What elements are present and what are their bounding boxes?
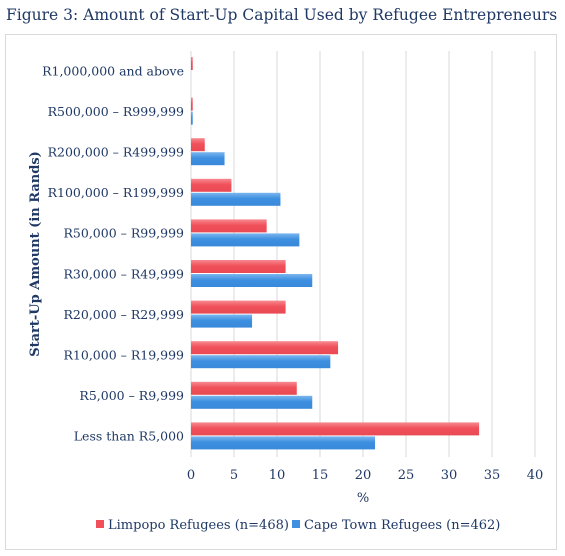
x-axis-title: % bbox=[357, 491, 369, 506]
legend: Limpopo Refugees (n=468) Cape Town Refuge… bbox=[96, 518, 500, 533]
category-label: R5,000 – R9,999 bbox=[79, 388, 184, 403]
bar-cape-town bbox=[191, 111, 193, 125]
x-tick-label: 35 bbox=[484, 468, 501, 483]
legend-swatch-limpopo bbox=[96, 520, 104, 528]
bar-cape-town bbox=[191, 233, 300, 247]
bar-cape-town bbox=[191, 314, 253, 328]
chart-area: R1,000,000 and above R500,000 – R999,999 R… bbox=[5, 34, 557, 550]
category-label: R10,000 – R19,999 bbox=[64, 348, 185, 363]
bar-cape-town bbox=[191, 152, 225, 166]
bar-limpopo bbox=[191, 260, 286, 273]
bar-chart: R1,000,000 and above R500,000 – R999,999 R… bbox=[28, 51, 543, 533]
category-label: Less than R5,000 bbox=[74, 429, 184, 444]
bar-cape-town bbox=[191, 355, 331, 369]
category-labels: R1,000,000 and above R500,000 – R999,999 R… bbox=[42, 63, 184, 443]
bars bbox=[191, 57, 480, 450]
bar-cape-town bbox=[191, 436, 376, 450]
x-tick-label: 15 bbox=[312, 468, 329, 483]
category-label: R200,000 – R499,999 bbox=[48, 145, 184, 160]
figure-title: Figure 3: Amount of Start-Up Capital Use… bbox=[6, 6, 558, 24]
bar-limpopo bbox=[191, 97, 193, 111]
y-axis-title: Start-Up Amount (in Rands) bbox=[28, 151, 43, 357]
legend-label-limpopo: Limpopo Refugees (n=468) bbox=[108, 518, 289, 533]
bar-limpopo bbox=[191, 57, 193, 70]
x-tick-label: 30 bbox=[441, 468, 458, 483]
x-tick-label: 25 bbox=[398, 468, 415, 483]
gridlines bbox=[190, 51, 536, 457]
bar-limpopo bbox=[191, 381, 297, 395]
category-label: R30,000 – R49,999 bbox=[64, 266, 185, 281]
category-label: R50,000 – R99,999 bbox=[64, 226, 185, 241]
category-label: R100,000 – R199,999 bbox=[48, 185, 184, 200]
bar-limpopo bbox=[191, 300, 286, 314]
bar-limpopo bbox=[191, 138, 205, 152]
x-tick-label: 0 bbox=[187, 468, 195, 483]
category-label: R1,000,000 and above bbox=[42, 63, 184, 78]
category-label: R20,000 – R29,999 bbox=[64, 307, 185, 322]
category-label: R500,000 – R999,999 bbox=[48, 104, 184, 119]
x-tick-label: 40 bbox=[527, 468, 544, 483]
bar-limpopo bbox=[191, 219, 267, 233]
legend-label-cape-town: Cape Town Refugees (n=462) bbox=[304, 518, 500, 533]
bar-limpopo bbox=[191, 422, 480, 436]
legend-swatch-cape-town bbox=[292, 520, 300, 528]
x-tick-label: 10 bbox=[269, 468, 286, 483]
bar-limpopo bbox=[191, 178, 232, 192]
x-tick-label: 20 bbox=[355, 468, 372, 483]
bar-cape-town bbox=[191, 274, 313, 287]
bar-cape-town bbox=[191, 395, 313, 409]
x-tick-labels: 0 5 10 15 20 25 30 35 40 bbox=[187, 468, 543, 483]
bar-cape-town bbox=[191, 192, 281, 206]
bar-limpopo bbox=[191, 341, 339, 355]
x-tick-label: 5 bbox=[230, 468, 238, 483]
